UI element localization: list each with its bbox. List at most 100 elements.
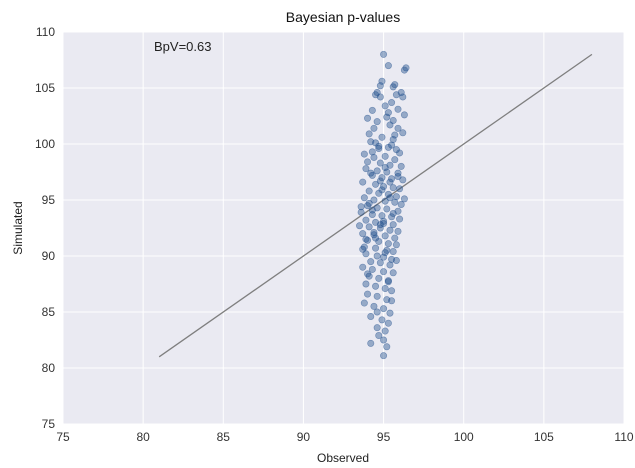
data-point — [368, 265, 376, 273]
data-point — [383, 168, 391, 176]
data-point — [384, 278, 392, 286]
data-point — [388, 99, 396, 107]
data-point — [376, 159, 384, 167]
data-point — [364, 290, 372, 298]
data-point — [394, 124, 402, 132]
data-point — [380, 253, 388, 261]
data-point — [391, 198, 399, 206]
x-axis-label: Observed — [317, 451, 369, 465]
data-point — [392, 256, 400, 264]
data-point — [373, 167, 381, 175]
data-point — [370, 153, 378, 161]
data-point — [380, 217, 388, 225]
x-tick-label: 100 — [454, 430, 474, 444]
data-point — [360, 150, 368, 158]
data-point — [359, 263, 367, 271]
data-point — [386, 178, 394, 186]
data-point — [389, 209, 397, 217]
data-point — [391, 156, 399, 164]
x-tick-label: 105 — [534, 430, 554, 444]
data-point — [356, 222, 364, 230]
data-point — [372, 234, 380, 242]
data-point — [380, 352, 388, 360]
data-point — [378, 186, 386, 194]
y-tick-label: 95 — [42, 193, 56, 207]
data-point — [376, 177, 384, 185]
data-point — [397, 162, 405, 170]
data-point — [380, 305, 388, 313]
data-point — [388, 141, 396, 149]
data-point — [388, 297, 396, 305]
data-point — [384, 62, 392, 70]
data-point — [360, 299, 368, 307]
data-point — [362, 165, 370, 173]
data-point — [359, 178, 367, 186]
data-point — [364, 158, 372, 166]
data-point — [383, 343, 391, 351]
data-point — [367, 339, 375, 347]
data-point — [375, 332, 383, 340]
data-point — [365, 187, 373, 195]
y-tick-label: 85 — [42, 305, 56, 319]
data-points — [356, 50, 410, 360]
data-point — [368, 206, 376, 214]
x-tick-label: 90 — [297, 430, 311, 444]
x-tick-label: 95 — [377, 430, 391, 444]
data-point — [370, 196, 378, 204]
data-point — [375, 274, 383, 282]
data-point — [368, 106, 376, 114]
data-point — [362, 280, 370, 288]
data-point — [364, 114, 372, 122]
data-point — [383, 205, 391, 213]
y-tick-label: 80 — [42, 361, 56, 375]
data-point — [378, 316, 386, 324]
data-point — [365, 130, 373, 138]
data-point — [384, 109, 392, 117]
data-point — [370, 124, 378, 132]
data-point — [397, 88, 405, 96]
data-point — [396, 149, 404, 157]
data-point — [397, 200, 405, 208]
data-point — [372, 180, 380, 188]
data-point — [373, 324, 381, 332]
data-point — [375, 144, 383, 152]
data-point — [373, 292, 381, 300]
data-point — [373, 252, 381, 260]
x-axis-ticks: 75 80 85 90 95 100 105 110 — [56, 430, 634, 444]
y-tick-label: 90 — [42, 249, 56, 263]
data-point — [386, 261, 394, 269]
data-point — [372, 282, 380, 290]
y-axis-label: Simulated — [11, 201, 25, 254]
data-point — [365, 223, 373, 231]
data-point — [399, 176, 407, 184]
data-point — [399, 93, 407, 101]
data-point — [367, 258, 375, 266]
data-point — [384, 240, 392, 248]
data-point — [360, 194, 368, 202]
data-point — [365, 199, 373, 207]
data-point — [362, 235, 370, 243]
data-point — [370, 302, 378, 310]
data-point — [378, 77, 386, 85]
chart-title: Bayesian p-values — [286, 9, 400, 25]
data-point — [370, 228, 378, 236]
x-tick-label: 80 — [136, 430, 150, 444]
data-point — [373, 118, 381, 126]
data-point — [396, 215, 404, 223]
data-point — [389, 269, 397, 277]
data-point — [376, 93, 384, 101]
data-point — [388, 213, 396, 221]
data-point — [384, 190, 392, 198]
data-point — [381, 164, 389, 172]
data-point — [381, 284, 389, 292]
x-tick-label: 85 — [217, 430, 231, 444]
reference-line — [158, 53, 593, 358]
y-tick-label: 75 — [42, 417, 56, 431]
data-point — [378, 212, 386, 220]
data-point — [376, 259, 384, 267]
data-point — [394, 172, 402, 180]
y-tick-label: 110 — [36, 25, 55, 39]
data-point — [394, 227, 402, 235]
data-point — [370, 231, 378, 239]
